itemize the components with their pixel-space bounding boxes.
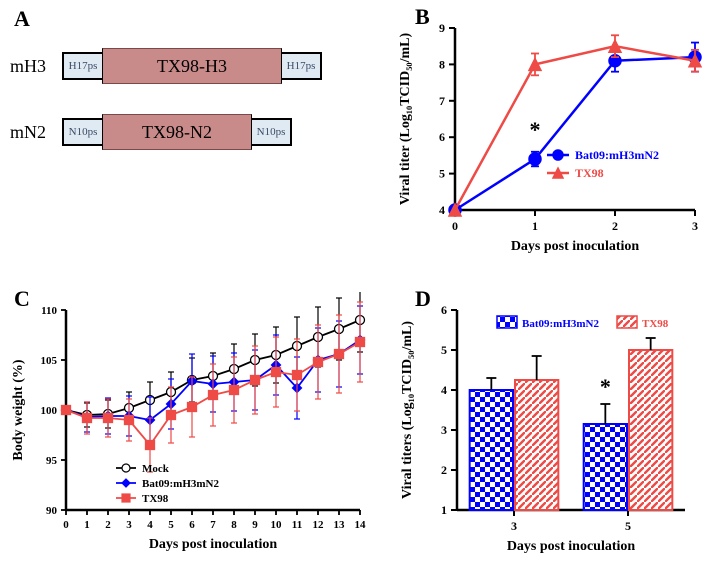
svg-text:10: 10 <box>271 519 283 531</box>
svg-text:11: 11 <box>292 519 302 531</box>
svg-text:*: * <box>600 374 611 399</box>
segment-mh3: H17ps TX98-H3 H17ps <box>62 52 322 80</box>
svg-text:1: 1 <box>84 519 90 531</box>
svg-text:3: 3 <box>692 219 698 233</box>
svg-text:3: 3 <box>441 423 447 437</box>
svg-text:TX98: TX98 <box>575 166 604 180</box>
svg-text:*: * <box>530 117 541 142</box>
segment-row-mh3: mH3 H17ps TX98-H3 H17ps <box>10 52 322 80</box>
mh3-ps-left: H17ps <box>64 54 102 78</box>
svg-text:100: 100 <box>41 405 58 417</box>
svg-text:4: 4 <box>441 383 447 397</box>
svg-text:13: 13 <box>334 519 346 531</box>
svg-text:110: 110 <box>41 305 57 317</box>
svg-text:90: 90 <box>46 505 58 517</box>
segment-row-mn2: mN2 N10ps TX98-N2 N10ps <box>10 118 292 146</box>
mh3-ps-right: H17ps <box>282 54 320 78</box>
svg-text:4: 4 <box>439 203 445 217</box>
svg-text:Days post inoculation: Days post inoculation <box>149 537 278 552</box>
svg-text:9: 9 <box>252 519 258 531</box>
svg-text:7: 7 <box>210 519 216 531</box>
svg-text:12: 12 <box>313 519 325 531</box>
svg-text:4: 4 <box>147 519 153 531</box>
mn2-main: TX98-N2 <box>102 114 252 150</box>
svg-text:TX98: TX98 <box>642 318 669 330</box>
segment-name-mh3: mH3 <box>10 56 62 77</box>
svg-text:1: 1 <box>441 503 447 517</box>
panel-b-chart: 0 1 2 3 4 5 6 7 8 9 * Days post inoculation Viral ti… <box>385 10 705 260</box>
svg-text:Viral titer (Log₁₀TCID₅₀/mL): Viral titer (Log₁₀TCID₅₀/mL) <box>398 33 413 206</box>
svg-text:0: 0 <box>452 219 458 233</box>
svg-text:Days post inoculation: Days post inoculation <box>507 539 636 554</box>
svg-text:14: 14 <box>355 519 367 531</box>
svg-text:2: 2 <box>441 463 447 477</box>
svg-text:5: 5 <box>168 519 174 531</box>
svg-text:Days post inoculation: Days post inoculation <box>511 239 640 254</box>
svg-text:8: 8 <box>439 57 445 71</box>
segment-name-mn2: mN2 <box>10 122 62 143</box>
svg-text:Viral titers (Log₁₀TCID₅₀/mL): Viral titers (Log₁₀TCID₅₀/mL) <box>400 321 415 499</box>
mn2-ps-left: N10ps <box>64 120 102 144</box>
svg-text:2: 2 <box>612 219 618 233</box>
svg-text:2: 2 <box>105 519 111 531</box>
svg-text:5: 5 <box>439 167 445 181</box>
svg-text:Bat09:mH3mN2: Bat09:mH3mN2 <box>575 148 659 162</box>
svg-text:95: 95 <box>46 455 58 467</box>
svg-text:105: 105 <box>41 355 58 367</box>
svg-text:5: 5 <box>441 343 447 357</box>
svg-text:TX98: TX98 <box>142 493 169 505</box>
svg-text:8: 8 <box>231 519 237 531</box>
svg-text:Mock: Mock <box>142 463 170 475</box>
svg-text:3: 3 <box>126 519 132 531</box>
svg-text:7: 7 <box>439 94 445 108</box>
svg-text:6: 6 <box>189 519 195 531</box>
segment-mn2: N10ps TX98-N2 N10ps <box>62 118 292 146</box>
panel-d-chart: 1 2 3 4 5 6 3 5 * Days post inoculation Viral tite… <box>385 292 705 560</box>
svg-text:Bat09:mH3mN2: Bat09:mH3mN2 <box>142 478 219 490</box>
mh3-main: TX98-H3 <box>102 48 282 84</box>
svg-text:0: 0 <box>63 519 69 531</box>
svg-text:3: 3 <box>511 519 517 533</box>
svg-text:1: 1 <box>532 219 538 233</box>
svg-text:Bat09:mH3mN2: Bat09:mH3mN2 <box>522 318 599 330</box>
panel-c-chart: 012345678910111213149095100105110Days po… <box>0 292 380 560</box>
svg-text:Body weight (%): Body weight (%) <box>11 359 26 460</box>
panel-a-label: A <box>14 6 30 32</box>
svg-text:9: 9 <box>439 21 445 35</box>
svg-text:6: 6 <box>441 303 447 317</box>
svg-text:5: 5 <box>625 519 631 533</box>
mn2-ps-right: N10ps <box>252 120 290 144</box>
svg-text:6: 6 <box>439 130 445 144</box>
